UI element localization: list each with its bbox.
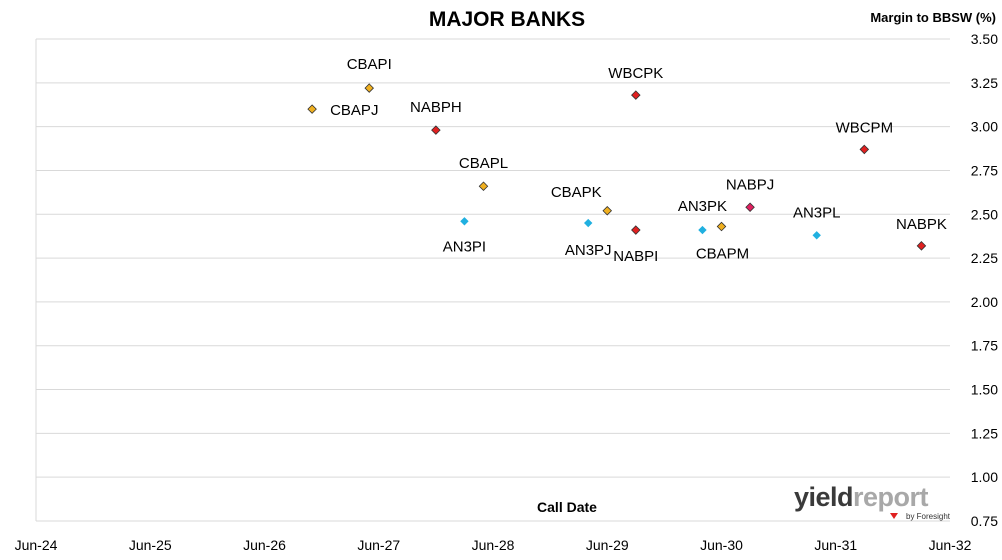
x-tick-label: Jun-31 <box>814 537 857 553</box>
data-point-nabpi <box>631 225 641 235</box>
data-label-nabpk: NABPK <box>896 216 947 233</box>
x-tick-label: Jun-28 <box>472 537 515 553</box>
data-point-wbcpk <box>631 90 641 100</box>
data-label-nabpj: NABPJ <box>726 176 774 193</box>
data-label-wbcpm: WBCPM <box>836 119 894 136</box>
y-tick-label: 1.75 <box>971 338 998 354</box>
x-tick-label: Jun-29 <box>586 537 629 553</box>
logo-text-yield: yield <box>794 482 854 512</box>
data-label-cbapi: CBAPI <box>347 56 392 73</box>
data-label-an3pj: AN3PJ <box>565 242 612 259</box>
y-tick-label: 2.50 <box>971 206 998 222</box>
data-point-cbapj <box>307 104 317 114</box>
data-label-cbapl: CBAPL <box>459 155 508 172</box>
data-label-nabpi: NABPI <box>613 248 658 265</box>
x-tick-label: Jun-30 <box>700 537 743 553</box>
y-tick-label: 2.25 <box>971 250 998 266</box>
y-tick-label: 1.25 <box>971 425 998 441</box>
x-tick-label: Jun-27 <box>357 537 400 553</box>
y-tick-label: 3.25 <box>971 75 998 91</box>
data-point-an3pk <box>698 225 707 235</box>
data-point-cbapi <box>364 83 374 93</box>
data-label-nabph: NABPH <box>410 99 462 116</box>
y-tick-labels: 0.75 1.00 1.25 1.50 1.75 2.00 2.25 2.50 2.75 3.00… <box>971 31 998 529</box>
x-tick-label: Jun-25 <box>129 537 172 553</box>
yieldreport-logo: yieldreport by Foresight <box>794 482 954 522</box>
y-tick-label: 1.50 <box>971 382 998 398</box>
data-points: CBAPJ CBAPI NABPH AN3PI CBAPL AN3PJ CBAPK WBCPK… <box>307 56 947 265</box>
x-axis-label: Call Date <box>537 499 597 515</box>
gridlines <box>35 38 950 522</box>
y-tick-label: 3.00 <box>971 119 998 135</box>
logo-text-report: report <box>853 482 929 512</box>
data-point-wbcpm <box>859 144 870 155</box>
data-point-cbapm <box>716 221 727 232</box>
y-tick-label: 3.50 <box>971 31 998 47</box>
logo-mark-icon <box>890 513 898 519</box>
data-label-cbapj: CBAPJ <box>330 102 378 119</box>
y-tick-label: 0.75 <box>971 513 998 529</box>
data-label-cbapk: CBAPK <box>551 184 602 201</box>
x-tick-label: Jun-24 <box>15 537 58 553</box>
data-label-an3pk: AN3PK <box>678 198 727 215</box>
data-label-cbapm: CBAPM <box>696 246 749 263</box>
data-label-an3pi: AN3PI <box>443 238 486 255</box>
y-axis-label: Margin to BBSW (%) <box>870 10 996 25</box>
x-tick-labels: Jun-24 Jun-25 Jun-26 Jun-27 Jun-28 Jun-29 Jun-… <box>15 537 972 553</box>
y-tick-label: 1.00 <box>971 469 998 485</box>
x-tick-label: Jun-26 <box>243 537 286 553</box>
chart-title: MAJOR BANKS <box>428 8 586 31</box>
data-point-nabph <box>431 125 441 135</box>
data-label-an3pl: AN3PL <box>793 204 841 221</box>
data-point-nabpj <box>745 202 755 213</box>
data-point-cbapk <box>602 206 613 216</box>
data-point-an3pl <box>812 231 821 240</box>
x-tick-label: Jun-32 <box>929 537 972 553</box>
data-point-nabpk <box>916 241 927 251</box>
data-label-wbcpk: WBCPK <box>608 65 663 82</box>
data-point-an3pj <box>584 218 593 228</box>
y-tick-label: 2.75 <box>971 162 998 178</box>
logo-byline: by Foresight <box>906 512 951 521</box>
data-point-cbapl <box>478 181 489 191</box>
data-point-an3pi <box>460 217 469 226</box>
y-tick-label: 2.00 <box>971 294 998 310</box>
